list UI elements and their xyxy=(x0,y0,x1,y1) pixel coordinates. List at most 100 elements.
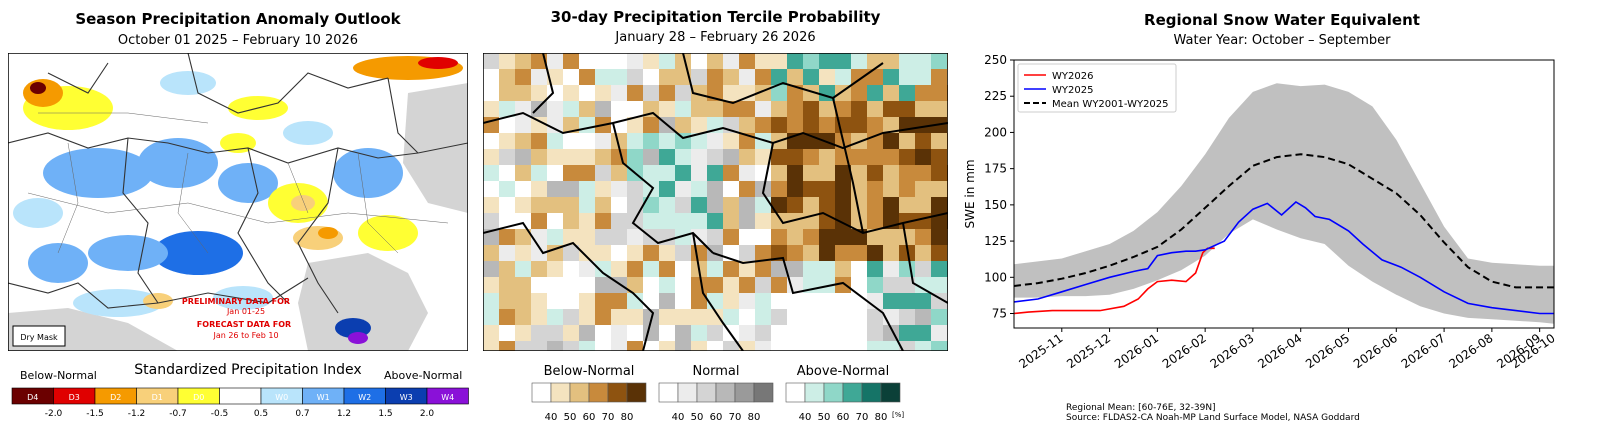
tercile-cell xyxy=(755,197,771,213)
tercile-cell xyxy=(579,213,595,229)
tercile-cell xyxy=(915,213,931,229)
tercile-cell xyxy=(803,165,819,181)
tercile-cell xyxy=(803,53,819,69)
tercile-cell xyxy=(579,133,595,149)
tercile-cell xyxy=(691,53,707,69)
tercile-cell xyxy=(739,341,755,351)
tercile-cell xyxy=(931,133,947,149)
tercile-swatch xyxy=(804,382,825,403)
tercile-cell xyxy=(835,165,851,181)
tercile-cell xyxy=(739,165,755,181)
tercile-cell xyxy=(563,197,579,213)
tercile-cell xyxy=(899,101,915,117)
x-tick-label: 2025-11 xyxy=(1016,331,1065,371)
tercile-cell xyxy=(515,325,531,341)
tercile-cell xyxy=(691,85,707,101)
tercile-cell xyxy=(659,213,675,229)
tercile-cell xyxy=(515,229,531,245)
spi-tick-label: 1.2 xyxy=(337,409,351,419)
tercile-cell xyxy=(723,149,739,165)
tercile-cell xyxy=(819,341,835,351)
tercile-cell xyxy=(835,53,851,69)
spi-class-label: W2 xyxy=(358,393,371,402)
spi-class-label: D1 xyxy=(152,393,163,402)
tercile-cell xyxy=(899,341,915,351)
tercile-cell xyxy=(611,197,627,213)
tercile-cell xyxy=(547,149,563,165)
tercile-cell xyxy=(867,69,883,85)
spi-tick-label: -2.0 xyxy=(45,409,63,419)
tercile-cell xyxy=(835,69,851,85)
nodata-area xyxy=(403,83,468,213)
tercile-cell xyxy=(595,181,611,197)
wet-anomaly xyxy=(333,148,403,198)
tercile-cell xyxy=(739,85,755,101)
tercile-cell xyxy=(723,197,739,213)
tercile-cell xyxy=(627,261,643,277)
tercile-cell xyxy=(643,133,659,149)
tercile-cell xyxy=(499,309,515,325)
tercile-cell xyxy=(883,245,899,261)
tercile-cell xyxy=(499,197,515,213)
tercile-cell xyxy=(787,165,803,181)
tercile-cell xyxy=(819,149,835,165)
tercile-cell xyxy=(515,309,531,325)
tercile-cell xyxy=(851,197,867,213)
tercile-cell xyxy=(819,181,835,197)
tercile-cell xyxy=(883,181,899,197)
tercile-cell xyxy=(755,149,771,165)
x-tick-label: 2026-06 xyxy=(1351,331,1400,371)
tercile-cell xyxy=(883,341,899,351)
tercile-cell xyxy=(915,325,931,341)
tercile-cell xyxy=(691,341,707,351)
tercile-cell xyxy=(739,277,755,293)
tercile-cell xyxy=(595,133,611,149)
y-tick-label: 175 xyxy=(984,162,1007,176)
tercile-cell xyxy=(611,261,627,277)
tercile-cell xyxy=(483,197,499,213)
tercile-cell xyxy=(483,181,499,197)
tercile-cell xyxy=(579,117,595,133)
tercile-cell xyxy=(547,197,563,213)
tercile-cell xyxy=(531,181,547,197)
tercile-cell xyxy=(531,165,547,181)
tercile-cell xyxy=(611,53,627,69)
tercile-cell xyxy=(675,197,691,213)
tercile-cell xyxy=(835,261,851,277)
tercile-cell xyxy=(579,261,595,277)
tercile-cell xyxy=(787,181,803,197)
spi-tick-label: -0.5 xyxy=(211,409,229,419)
tercile-cell xyxy=(755,101,771,117)
tercile-cell xyxy=(771,181,787,197)
tercile-cell xyxy=(931,69,947,85)
spi-class-label: W3 xyxy=(400,393,413,402)
spi-tick-label: -1.2 xyxy=(128,409,146,419)
tercile-cell xyxy=(563,133,579,149)
tercile-cell xyxy=(771,117,787,133)
tercile-cell xyxy=(499,85,515,101)
tercile-cell xyxy=(547,277,563,293)
x-tick-label: 2026-03 xyxy=(1208,331,1257,371)
tercile-swatch xyxy=(823,382,844,403)
tercile-cell xyxy=(563,245,579,261)
tercile-cell xyxy=(915,53,931,69)
tercile-cell xyxy=(771,149,787,165)
tercile-cell xyxy=(483,149,499,165)
x-tick-label: 2026-08 xyxy=(1446,331,1495,371)
tercile-legend: Below-Normal 40 50 60 70 80 Normal 40 50 60 70 80 Ab… xyxy=(530,360,910,430)
tercile-cell xyxy=(787,229,803,245)
tercile-cell xyxy=(675,213,691,229)
tercile-cell xyxy=(739,53,755,69)
tercile-cell xyxy=(723,261,739,277)
tercile-cell xyxy=(579,85,595,101)
tercile-cell xyxy=(643,197,659,213)
tercile-cell xyxy=(563,165,579,181)
tercile-cell xyxy=(611,213,627,229)
tercile-cell xyxy=(643,101,659,117)
tercile-cell xyxy=(499,229,515,245)
tercile-cell xyxy=(643,165,659,181)
tercile-cell xyxy=(867,149,883,165)
tercile-cell xyxy=(643,117,659,133)
y-tick-label: 250 xyxy=(984,53,1007,67)
tercile-cell xyxy=(563,117,579,133)
